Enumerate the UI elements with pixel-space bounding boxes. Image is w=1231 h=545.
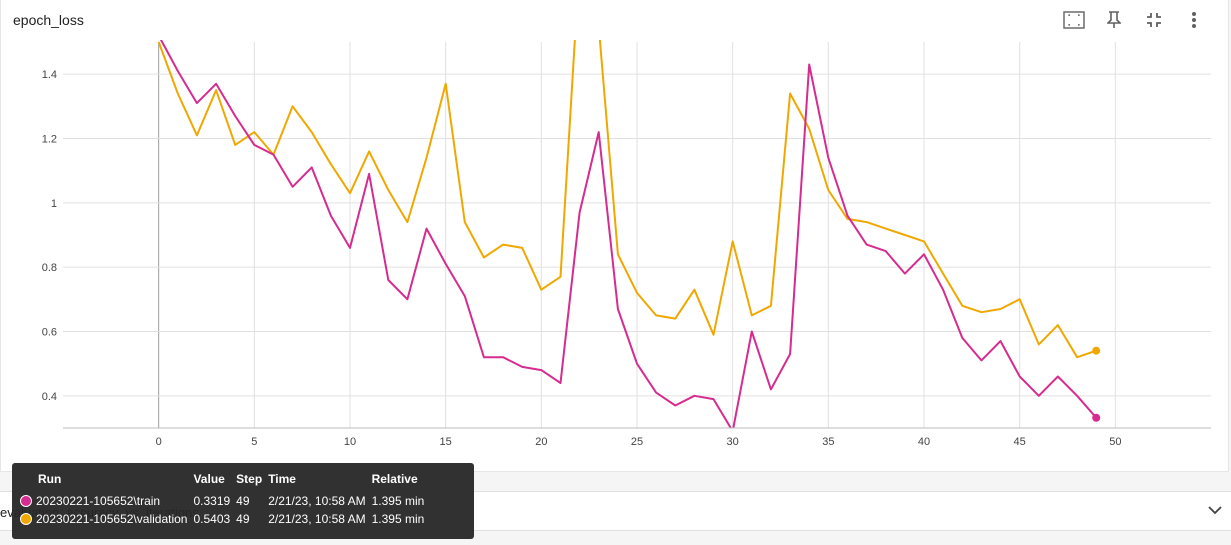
series-line-train[interactable] [159, 40, 1097, 431]
tooltip-value: 0.3319 [193, 494, 231, 508]
tooltip-row-train: 20230221-105652\train 0.3319 49 2/21/23,… [20, 493, 430, 511]
y-tick-label: 0.6 [42, 327, 57, 339]
series-line-validation[interactable] [157, 40, 1097, 359]
series-endpoint-train[interactable] [1092, 413, 1101, 422]
tooltip-time: 2/21/23, 10:58 AM [268, 512, 366, 526]
card-title: epoch_loss [13, 12, 84, 28]
tooltip-step: 49 [236, 494, 250, 508]
fit-domain-icon [1063, 11, 1085, 29]
pin-button[interactable] [1094, 8, 1134, 32]
y-tick-label: 0.8 [42, 262, 57, 274]
more-button[interactable] [1174, 8, 1214, 32]
tooltip-run-name: 20230221-105652\train [36, 494, 161, 508]
y-tick-label: 1.4 [42, 69, 57, 81]
tooltip-time: 2/21/23, 10:58 AM [268, 494, 366, 508]
hover-tooltip: Run Value Step Time Relative 20230221-10… [12, 463, 474, 539]
tooltip-run-cell: 20230221-105652\train [20, 493, 193, 511]
x-tick-label: 20 [535, 436, 547, 448]
x-tick-label: 10 [344, 436, 356, 448]
x-tick-label: 5 [251, 436, 257, 448]
axis-layer: 0 5 10 15 20 25 30 35 40 45 50 0.4 0.6 0.8 1 1.2 1.4 [42, 69, 1211, 448]
tooltip-relative: 1.395 min [371, 494, 425, 508]
tooltip-header-run: Run [38, 472, 62, 486]
tooltip-header-row: Run Value Step Time Relative [20, 472, 430, 493]
fullscreen-icon [1147, 13, 1161, 27]
tooltip-run-cell: 20230221-105652\validation [20, 511, 193, 529]
more-vertical-icon [1192, 12, 1196, 28]
x-tick-label: 15 [440, 436, 452, 448]
series-layer [157, 40, 1101, 431]
x-tick-label: 35 [822, 436, 834, 448]
tooltip-row-validation: 20230221-105652\validation 0.5403 49 2/2… [20, 511, 430, 529]
fullscreen-button[interactable] [1134, 8, 1174, 32]
tooltip-relative: 1.395 min [371, 512, 425, 526]
card-toolbar [1054, 8, 1214, 32]
chevron-down-icon[interactable] [1207, 502, 1223, 518]
pin-icon [1107, 11, 1121, 28]
tooltip-run-name: 20230221-105652\validation [36, 512, 188, 526]
train-color-dot [20, 495, 32, 507]
tooltip-header-time: Time [268, 472, 296, 486]
x-tick-label: 0 [156, 436, 162, 448]
x-tick-label: 40 [918, 436, 930, 448]
x-tick-label: 50 [1109, 436, 1121, 448]
loss-line-chart[interactable]: 0 5 10 15 20 25 30 35 40 45 50 0.4 0.6 0.8 1 1.2 1.4 [1, 40, 1230, 450]
chart-card: epoch_loss 0 5 10 1 [0, 0, 1229, 472]
validation-color-dot [20, 513, 32, 525]
tooltip-header-relative: Relative [371, 472, 418, 486]
x-tick-label: 30 [727, 436, 739, 448]
x-tick-label: 25 [631, 436, 643, 448]
y-tick-label: 0.4 [42, 391, 57, 403]
x-tick-label: 45 [1014, 436, 1026, 448]
tooltip-step: 49 [236, 512, 250, 526]
tooltip-table: Run Value Step Time Relative 20230221-10… [20, 472, 430, 529]
tooltip-header-step: Step [236, 472, 263, 486]
series-endpoint-validation[interactable] [1092, 346, 1101, 355]
fit-domain-button[interactable] [1054, 8, 1094, 32]
tooltip-value: 0.5403 [193, 512, 231, 526]
y-tick-label: 1 [51, 198, 57, 210]
grid-lines [63, 42, 1211, 428]
tooltip-header-value: Value [193, 472, 225, 486]
y-tick-label: 1.2 [42, 134, 57, 146]
